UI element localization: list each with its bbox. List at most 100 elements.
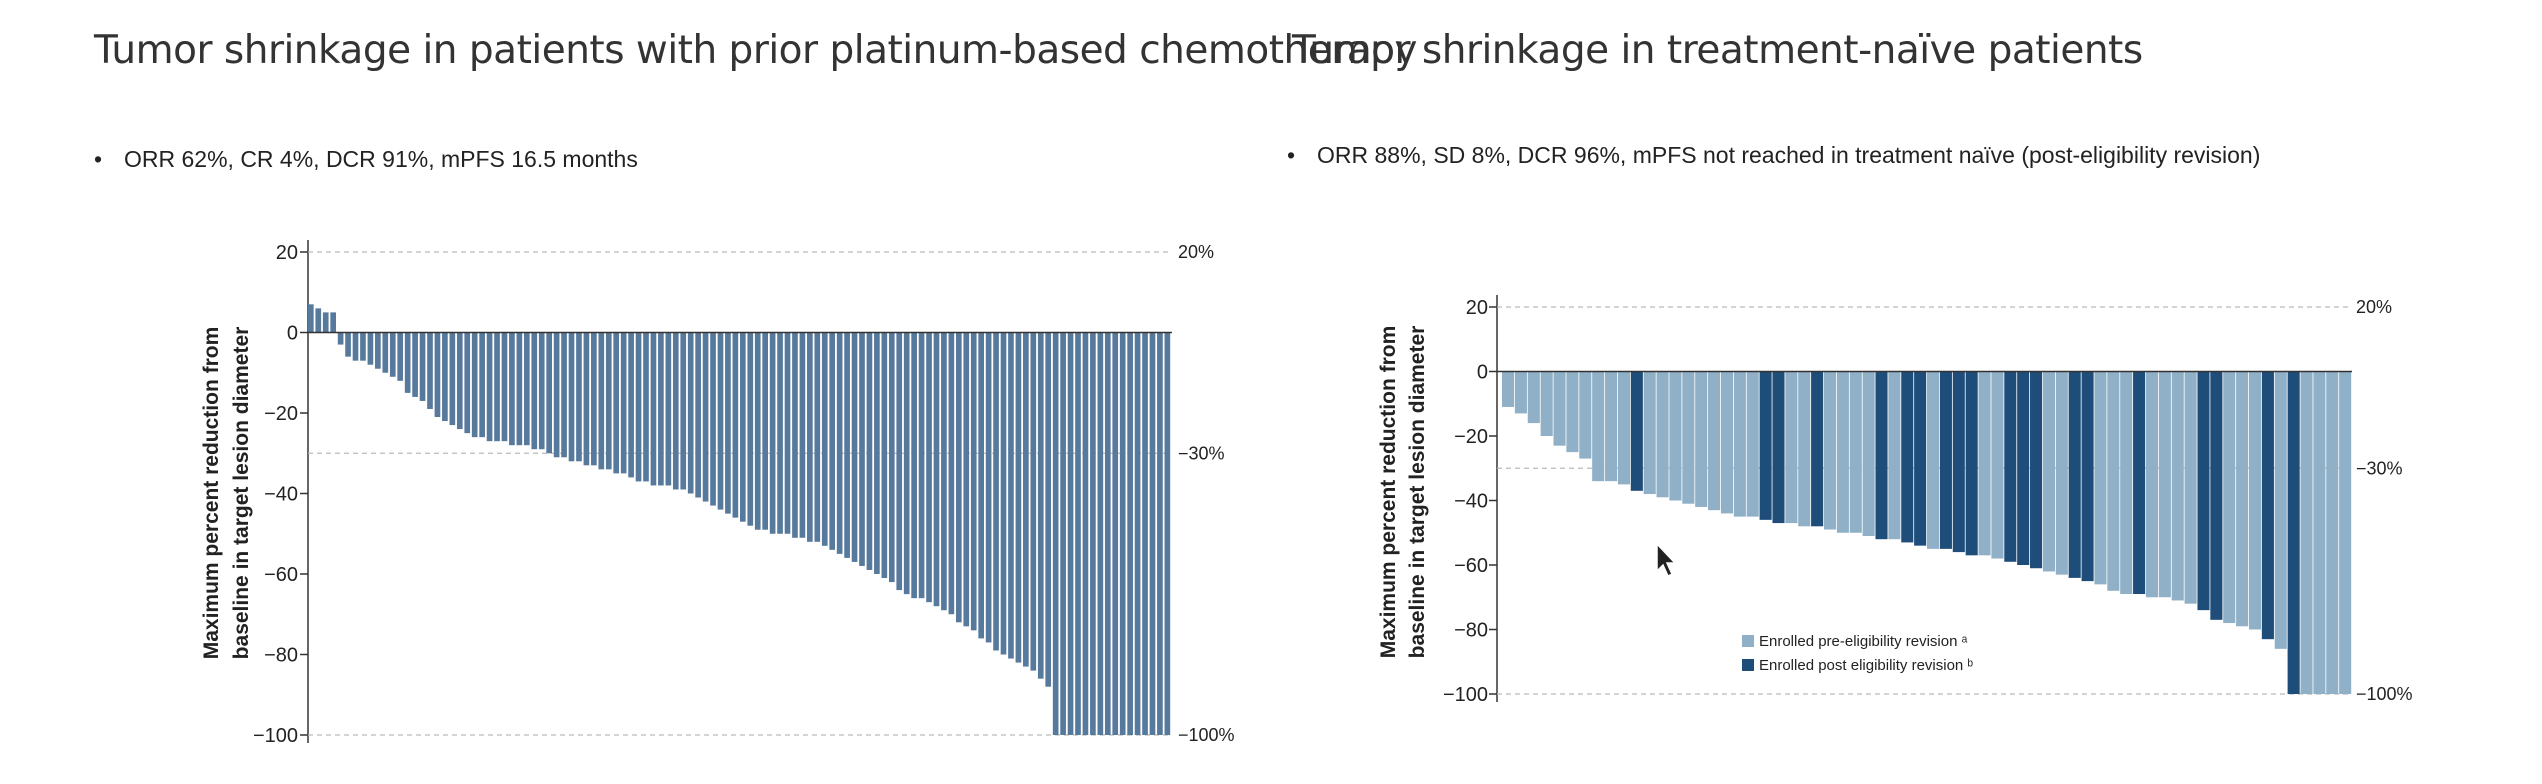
bar — [1112, 332, 1119, 735]
waterfall-chart-left: 20 0 −20 −40 −60 −80 −100 20% −30% −100% Maximum p… — [200, 240, 1235, 747]
bar — [2094, 371, 2107, 585]
bar — [501, 332, 508, 442]
bar — [389, 332, 396, 377]
bar — [1759, 371, 1772, 520]
bar — [2068, 371, 2081, 578]
y-tick-label: 20 — [276, 242, 298, 264]
bar — [509, 332, 515, 446]
bar — [2055, 371, 2068, 575]
bar — [1682, 371, 1695, 504]
bar — [375, 332, 381, 369]
bar — [807, 332, 813, 542]
summary-bullet-left: • ORR 62%, CR 4%, DCR 91%, mPFS 16.5 mont… — [94, 146, 638, 173]
bar — [516, 332, 523, 446]
bar — [1733, 371, 1746, 517]
bar — [993, 332, 999, 651]
bar — [1939, 371, 1952, 549]
bar — [1823, 371, 1837, 530]
bar — [2313, 371, 2326, 694]
y-tick-label: 0 — [287, 323, 298, 345]
mouse-cursor-icon — [1656, 542, 1677, 578]
bar — [531, 332, 538, 450]
bar — [777, 332, 783, 534]
bar — [1901, 371, 1914, 543]
bar — [635, 332, 642, 482]
bar — [814, 332, 821, 542]
y-tick-label: −80 — [264, 645, 298, 667]
bar — [941, 332, 947, 611]
bar — [427, 332, 433, 409]
reference-line-label: 20% — [2356, 297, 2392, 317]
summary-text-left: ORR 62%, CR 4%, DCR 91%, mPFS 16.5 month… — [124, 146, 638, 172]
bar — [591, 332, 597, 466]
bar — [419, 332, 426, 401]
bar — [1836, 371, 1849, 533]
bar — [672, 332, 679, 490]
bar — [471, 332, 478, 438]
bar — [687, 332, 694, 494]
bar — [1119, 332, 1126, 735]
bar — [456, 332, 463, 430]
bar — [345, 332, 351, 357]
bar — [2184, 371, 2197, 604]
bar — [1075, 332, 1081, 735]
bar — [1952, 371, 1965, 553]
bar — [1097, 332, 1104, 735]
bar — [568, 332, 575, 462]
bar — [896, 332, 903, 591]
bar — [643, 332, 649, 482]
bar — [1067, 332, 1074, 735]
bar — [2081, 371, 2094, 582]
bar — [2197, 371, 2210, 611]
bar — [1000, 332, 1007, 655]
bar — [1514, 371, 1527, 414]
reference-line-label: −100% — [1178, 725, 1235, 745]
bar — [1157, 332, 1163, 735]
bar — [1142, 332, 1148, 735]
bar — [308, 304, 314, 333]
y-axis-label: Maximum percent reduction from — [1377, 326, 1400, 659]
bar — [337, 332, 344, 345]
bar — [829, 332, 836, 550]
bar — [2171, 371, 2184, 601]
bar — [702, 332, 709, 502]
bar — [911, 332, 917, 599]
bar — [1164, 332, 1171, 735]
bar — [1914, 371, 1927, 546]
bar — [1045, 332, 1052, 687]
bar — [2210, 371, 2223, 620]
bar — [1592, 371, 1605, 482]
bar — [479, 332, 485, 438]
bar — [613, 332, 620, 474]
bar — [963, 332, 970, 627]
bar — [2339, 371, 2352, 694]
bar — [821, 332, 828, 546]
bar — [1149, 332, 1156, 735]
bar — [903, 332, 910, 595]
bar — [1134, 332, 1141, 735]
legend-swatch — [1742, 659, 1754, 671]
bar — [1527, 371, 1540, 424]
bar — [553, 332, 560, 458]
bar — [2120, 371, 2133, 595]
bar — [1978, 371, 1991, 556]
bar — [1566, 371, 1579, 453]
bar — [382, 332, 389, 373]
bar — [985, 332, 992, 643]
reference-line-label: −30% — [1178, 443, 1225, 463]
bar — [650, 332, 657, 486]
bar — [747, 332, 754, 526]
y-tick-label: −40 — [264, 484, 298, 506]
bar — [360, 332, 366, 361]
bar — [792, 332, 798, 538]
bar — [1605, 371, 1618, 482]
bar — [970, 332, 977, 631]
waterfall-chart-right: 20 0 −20 −40 −60 −80 −100 20% −30% −100% Maximum p… — [1377, 295, 2413, 706]
bar — [1540, 371, 1553, 436]
bar — [1060, 332, 1066, 735]
bar — [561, 332, 567, 458]
bar — [866, 332, 873, 570]
bar — [404, 332, 411, 393]
bar — [1991, 371, 2004, 559]
bar — [524, 332, 530, 446]
